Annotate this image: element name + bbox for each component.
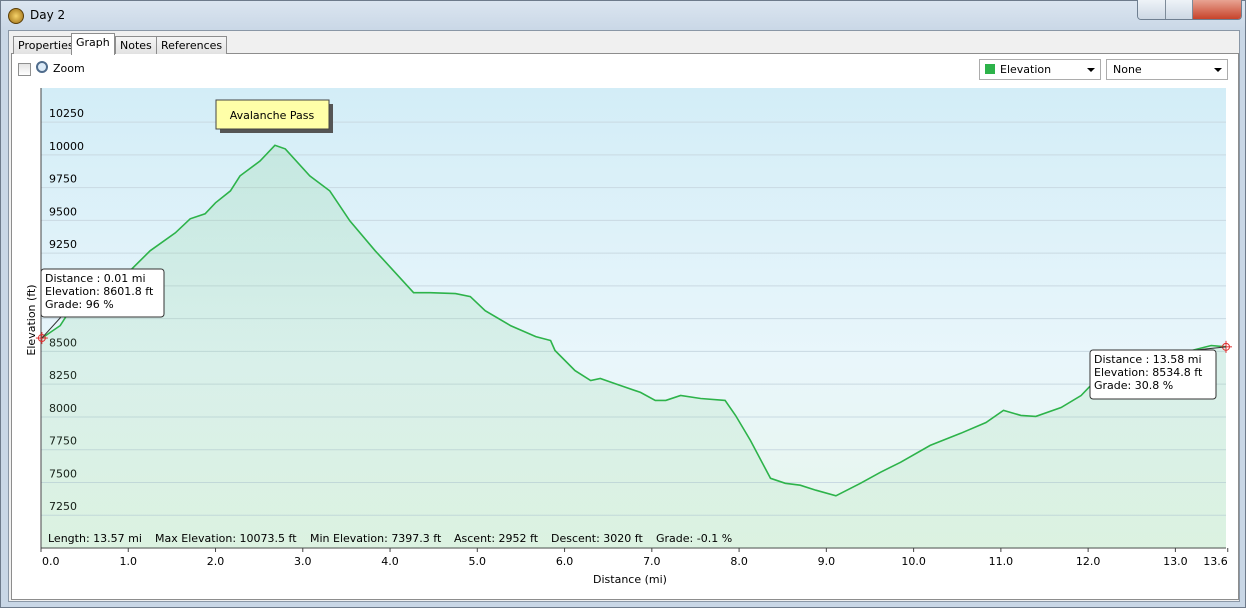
x-tick-label: 10.0 xyxy=(901,555,926,568)
app-icon xyxy=(8,8,24,24)
x-tick-label: 13.0 xyxy=(1163,555,1188,568)
stat: Ascent: 2952 ft xyxy=(454,532,539,545)
x-tick-label: 2.0 xyxy=(207,555,225,568)
legend-swatch xyxy=(985,64,995,74)
x-tick-label: 1.0 xyxy=(120,555,138,568)
callout-text: Elevation: 8601.8 ft xyxy=(45,285,154,298)
zoom-icon xyxy=(36,61,48,73)
x-tick-label: 7.0 xyxy=(643,555,661,568)
y-tick-label: 9250 xyxy=(49,238,77,251)
annotation: Avalanche Pass xyxy=(230,109,315,122)
callout-leader xyxy=(41,316,62,339)
callout-text: Distance : 13.58 mi xyxy=(1094,353,1202,366)
x-tick-label: 12.0 xyxy=(1076,555,1101,568)
callout-box xyxy=(40,268,165,318)
stat: Length: 13.57 mi xyxy=(48,532,142,545)
y-tick-label: 10250 xyxy=(49,107,84,120)
callout-text: Grade: 30.8 % xyxy=(1094,379,1173,392)
x-axis-label: Distance (mi) xyxy=(593,573,667,586)
callout-leader xyxy=(1195,346,1227,351)
zoom-label[interactable]: Zoom xyxy=(53,62,85,75)
x-tick-label: 4.0 xyxy=(381,555,399,568)
stat: Max Elevation: 10073.5 ft xyxy=(155,532,297,545)
x-tick-label: 3.0 xyxy=(294,555,312,568)
window-title: Day 2 xyxy=(30,8,66,22)
x-tick-label: 6.0 xyxy=(556,555,574,568)
area xyxy=(41,145,1227,549)
minimize[interactable] xyxy=(1138,0,1166,19)
tab[interactable]: Graph xyxy=(71,33,115,55)
callout-text: Elevation: 8534.8 ft xyxy=(1094,366,1203,379)
maximize[interactable] xyxy=(1165,0,1194,19)
legend-label: Elevation xyxy=(1000,63,1052,76)
x-tick-label: 11.0 xyxy=(989,555,1014,568)
close[interactable] xyxy=(1193,0,1241,19)
tab[interactable]: References xyxy=(156,36,228,54)
second-dropdown[interactable]: None xyxy=(1106,59,1228,80)
y-axis-label: Elevation (ft) xyxy=(25,284,38,355)
y-tick-label: 9500 xyxy=(49,205,77,218)
series-dropdown[interactable]: Elevation xyxy=(979,59,1101,80)
x-tick-label: 13.6 xyxy=(1203,555,1228,568)
x-tick-label: 8.0 xyxy=(730,555,748,568)
callout-text: Distance : 0.01 mi xyxy=(45,272,146,285)
x-tick-label: 9.0 xyxy=(818,555,836,568)
x-tick-label: 5.0 xyxy=(469,555,487,568)
stat: Grade: -0.1 % xyxy=(656,532,732,545)
tab[interactable]: Properties xyxy=(13,36,79,54)
callout-text: Grade: 96 % xyxy=(45,298,114,311)
y-tick-label: 10000 xyxy=(49,140,84,153)
line xyxy=(41,144,1227,497)
stat: Min Elevation: 7397.3 ft xyxy=(310,532,442,545)
tab[interactable]: Notes xyxy=(115,36,157,54)
stat: Descent: 3020 ft xyxy=(551,532,643,545)
window-controls[interactable] xyxy=(1137,0,1242,20)
zoom-checkbox[interactable] xyxy=(18,63,31,76)
y-tick-label: 9750 xyxy=(49,173,77,186)
callout-box xyxy=(1089,349,1217,400)
x-tick-label: 0.0 xyxy=(42,555,60,568)
annotation-box xyxy=(215,99,330,130)
dropdown-label: None xyxy=(1113,63,1142,76)
